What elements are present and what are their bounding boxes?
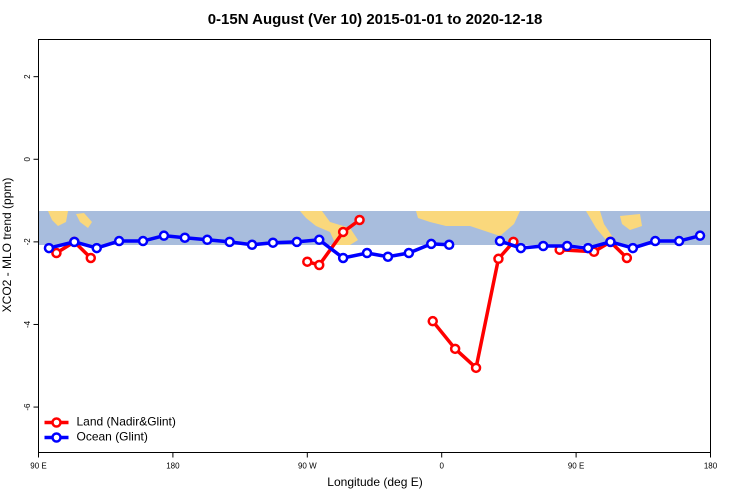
data-point bbox=[85, 252, 97, 264]
data-point bbox=[69, 236, 80, 248]
data-point bbox=[470, 362, 482, 374]
data-point bbox=[291, 236, 303, 248]
y-tick-label: -6 bbox=[23, 403, 32, 411]
data-point bbox=[537, 240, 549, 252]
data-point bbox=[427, 315, 438, 327]
data-point bbox=[267, 237, 279, 248]
series-line bbox=[499, 233, 701, 250]
data-point bbox=[673, 235, 685, 247]
x-tick-label: 180 bbox=[166, 462, 180, 471]
data-point bbox=[113, 235, 125, 247]
data-point bbox=[43, 242, 55, 254]
data-point bbox=[515, 242, 527, 254]
x-tick-label: 90 E bbox=[30, 462, 46, 471]
legend-label: Ocean (Glint) bbox=[77, 430, 148, 444]
data-point bbox=[137, 235, 149, 247]
data-point bbox=[158, 230, 170, 241]
legend-marker bbox=[51, 417, 62, 428]
data-point bbox=[493, 253, 504, 265]
series-line bbox=[559, 239, 629, 260]
data-point bbox=[582, 242, 594, 254]
data-point bbox=[302, 256, 313, 267]
data-point bbox=[246, 239, 258, 251]
data-point bbox=[313, 234, 325, 246]
data-point bbox=[425, 238, 437, 250]
plot-frame bbox=[38, 39, 711, 453]
data-point bbox=[201, 234, 213, 246]
data-point bbox=[494, 235, 506, 247]
data-point bbox=[361, 247, 373, 259]
legend-marker bbox=[51, 432, 62, 443]
data-point bbox=[51, 247, 62, 259]
data-point bbox=[91, 242, 102, 254]
y-axis-label: XCO2 - MLO trend (ppm) bbox=[0, 178, 14, 313]
data-point bbox=[403, 247, 415, 259]
data-point bbox=[649, 235, 661, 247]
data-point bbox=[605, 236, 616, 248]
data-point bbox=[621, 252, 633, 264]
chart-title: 0-15N August (Ver 10) 2015-01-01 to 2020… bbox=[208, 11, 543, 28]
y-tick-label: -4 bbox=[23, 320, 32, 328]
data-point bbox=[337, 226, 349, 238]
data-point bbox=[443, 239, 455, 251]
data-point bbox=[694, 230, 706, 241]
data-point bbox=[224, 236, 235, 248]
legend-label: Land (Nadir&Glint) bbox=[77, 415, 176, 429]
x-tick-label: 90 E bbox=[568, 462, 584, 471]
y-tick-label: -2 bbox=[23, 238, 32, 246]
x-tick-label: 0 bbox=[439, 462, 444, 471]
data-point bbox=[313, 259, 325, 271]
y-tick-label: 2 bbox=[23, 74, 32, 79]
data-point bbox=[449, 343, 461, 355]
data-point bbox=[382, 251, 394, 262]
data-point bbox=[337, 252, 349, 264]
data-point bbox=[354, 214, 365, 226]
data-point bbox=[561, 240, 573, 252]
y-tick-label: 0 bbox=[23, 156, 32, 161]
x-tick-label: 180 bbox=[704, 462, 718, 471]
x-axis-label: Longitude (deg E) bbox=[327, 475, 422, 489]
x-tick-label: 90 W bbox=[298, 462, 317, 471]
data-point bbox=[179, 232, 191, 243]
data-point bbox=[627, 242, 639, 254]
